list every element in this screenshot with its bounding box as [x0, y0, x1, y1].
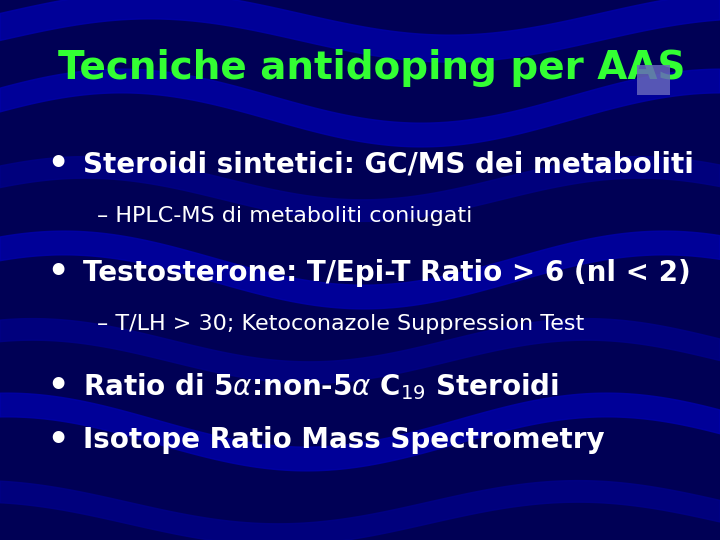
Text: •: • [47, 369, 68, 403]
FancyBboxPatch shape [637, 65, 670, 94]
Text: •: • [47, 423, 68, 457]
Text: •: • [47, 256, 68, 289]
Text: Testosterone: T/Epi-T Ratio > 6 (nl < 2): Testosterone: T/Epi-T Ratio > 6 (nl < 2) [83, 259, 690, 287]
Text: •: • [47, 148, 68, 181]
Text: Steroidi sintetici: GC/MS dei metaboliti: Steroidi sintetici: GC/MS dei metaboliti [83, 151, 693, 179]
Text: Tecniche antidoping per AAS: Tecniche antidoping per AAS [58, 49, 685, 86]
Text: – HPLC-MS di metaboliti coniugati: – HPLC-MS di metaboliti coniugati [97, 206, 472, 226]
Text: – T/LH > 30; Ketoconazole Suppression Test: – T/LH > 30; Ketoconazole Suppression Te… [97, 314, 585, 334]
Text: Isotope Ratio Mass Spectrometry: Isotope Ratio Mass Spectrometry [83, 426, 604, 454]
Text: Ratio di 5$\alpha$:non-5$\alpha$ C$_{19}$ Steroidi: Ratio di 5$\alpha$:non-5$\alpha$ C$_{19}… [83, 370, 559, 402]
